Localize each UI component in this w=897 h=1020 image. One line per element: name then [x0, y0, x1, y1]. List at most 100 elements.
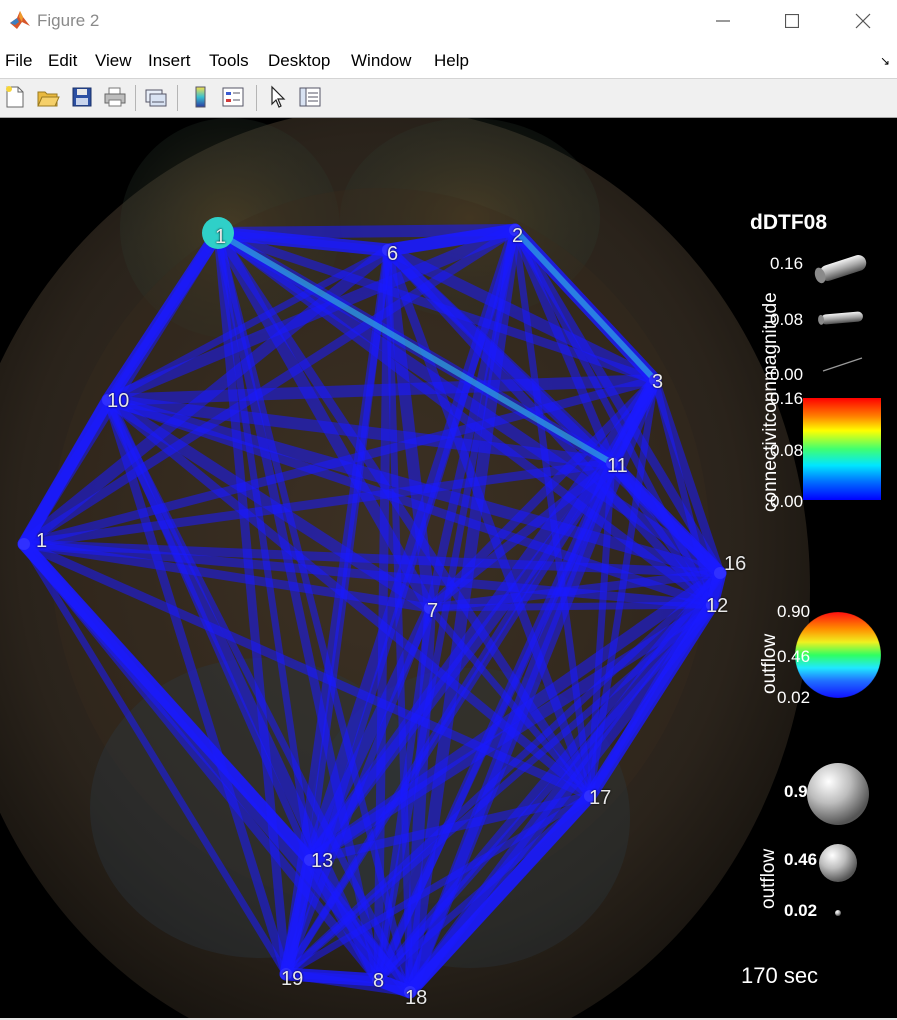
legend-icon[interactable] — [220, 84, 246, 110]
highlight-edge — [512, 227, 658, 383]
connectivity-colorbar — [803, 398, 881, 500]
node-label: 18 — [405, 987, 428, 1009]
node-label: 11 — [607, 455, 628, 477]
node-label: 19 — [281, 968, 304, 990]
connectivity-edge — [304, 567, 726, 866]
network-node — [584, 790, 596, 802]
magnitude-tick: 0.16 — [770, 254, 804, 273]
connectivity-edge — [425, 375, 660, 613]
connectivity-edge — [19, 539, 435, 613]
property-inspector-icon[interactable] — [297, 84, 323, 110]
network-nodes — [18, 217, 726, 998]
node-label: 7 — [427, 600, 439, 622]
connectivity-edge — [279, 967, 385, 987]
outflow-size-tick: 0.02 — [784, 901, 818, 920]
menu-help[interactable]: Help — [434, 51, 469, 70]
connectivity-edge — [19, 539, 595, 801]
maximize-button[interactable] — [769, 0, 815, 42]
toolbar-separator — [177, 85, 178, 111]
connectivity-edge — [17, 393, 115, 551]
connectivity-edge — [605, 456, 727, 580]
node-label: 3 — [652, 371, 664, 393]
colorbar-tick: 0.08 — [770, 441, 804, 460]
connectivity-edge — [17, 537, 317, 867]
connectivity-edge — [103, 395, 291, 979]
close-button[interactable] — [840, 0, 886, 42]
node-label: 12 — [706, 595, 729, 617]
magnitude-tick: 0.00 — [770, 365, 804, 384]
outflow-size-tick: 0.9 — [784, 782, 808, 801]
dock-arrow-icon[interactable]: ↘ — [879, 54, 890, 68]
node-label: 10 — [107, 390, 130, 412]
save-icon[interactable] — [69, 84, 95, 110]
connectivity-edge — [19, 539, 725, 578]
connectivity-edge — [101, 226, 225, 407]
network-node — [706, 599, 718, 611]
magnitude-tick: 0.08 — [770, 310, 804, 329]
maximize-icon — [785, 14, 799, 28]
outflow-color-tick: 0.90 — [777, 602, 811, 621]
network-node — [202, 217, 234, 249]
network-node — [509, 224, 521, 236]
connectivity-edge — [403, 789, 597, 999]
colorbar-tick: 0.16 — [770, 389, 804, 408]
connectivity-edge — [282, 569, 724, 978]
link-plot-icon[interactable] — [143, 84, 169, 110]
node-label: 17 — [589, 787, 612, 809]
highlight-edge — [216, 230, 614, 466]
connectivity-edge — [304, 457, 618, 866]
network-node — [649, 374, 661, 386]
connectivity-edge — [382, 244, 436, 614]
connectivity-edge — [104, 246, 392, 404]
menu-file[interactable]: File — [5, 51, 33, 70]
connectivity-edge — [381, 223, 522, 257]
menu-desktop[interactable]: Desktop — [268, 51, 331, 70]
network-node — [372, 974, 384, 986]
network-node — [102, 394, 114, 406]
network-node — [404, 986, 416, 998]
menu-window[interactable]: Window — [351, 51, 412, 70]
node-label: 13 — [311, 850, 334, 872]
minimize-icon — [716, 14, 730, 28]
network-node — [304, 854, 316, 866]
outflow-sphere-medium — [819, 844, 857, 882]
colorbar-icon[interactable] — [187, 84, 213, 110]
connectivity-edge — [282, 792, 594, 978]
node-label: 6 — [387, 243, 399, 265]
menu-insert[interactable]: Insert — [148, 51, 191, 70]
minimize-button[interactable] — [700, 0, 746, 42]
open-file-icon[interactable] — [35, 84, 61, 110]
figure-canvas[interactable]: 1 2 3 6 7 8 10 11 12 13 16 17 18 1 19 dD… — [0, 118, 897, 1018]
network-node — [606, 457, 618, 469]
matlab-logo-icon — [9, 9, 31, 31]
menu-view[interactable]: View — [95, 51, 132, 70]
menu-bar: File Edit View Insert Tools Desktop Wind… — [0, 46, 897, 76]
connectivity-edge — [282, 459, 616, 978]
connectivity-edge — [650, 375, 725, 578]
colorbar-tick: 0.00 — [770, 492, 804, 511]
outflow-sphere-small — [835, 910, 841, 916]
connectivity-edge — [104, 396, 414, 996]
brain-network-plot[interactable] — [0, 118, 897, 1018]
network-node — [280, 968, 292, 980]
new-figure-icon[interactable] — [2, 84, 28, 110]
title-bar: Figure 2 — [0, 0, 897, 42]
magnitude-tube-large — [814, 255, 867, 284]
node-label: 1 — [215, 226, 227, 248]
network-node — [18, 538, 30, 550]
connectivity-edge — [102, 394, 618, 469]
connectivity-edge — [19, 225, 520, 549]
node-label: 1 — [36, 530, 48, 552]
menu-edit[interactable]: Edit — [48, 51, 78, 70]
menu-tools[interactable]: Tools — [209, 51, 249, 70]
connectivity-edge — [583, 598, 719, 803]
toolbar-separator — [135, 85, 136, 111]
print-icon[interactable] — [102, 84, 128, 110]
figure-toolbar — [0, 78, 897, 118]
magnitude-legend — [814, 255, 867, 372]
magnitude-tube-small — [822, 357, 863, 372]
connectivity-edge — [214, 229, 314, 864]
connectivity-edge — [382, 244, 661, 386]
pointer-icon[interactable] — [264, 84, 290, 110]
connectivity-edge — [19, 458, 617, 549]
